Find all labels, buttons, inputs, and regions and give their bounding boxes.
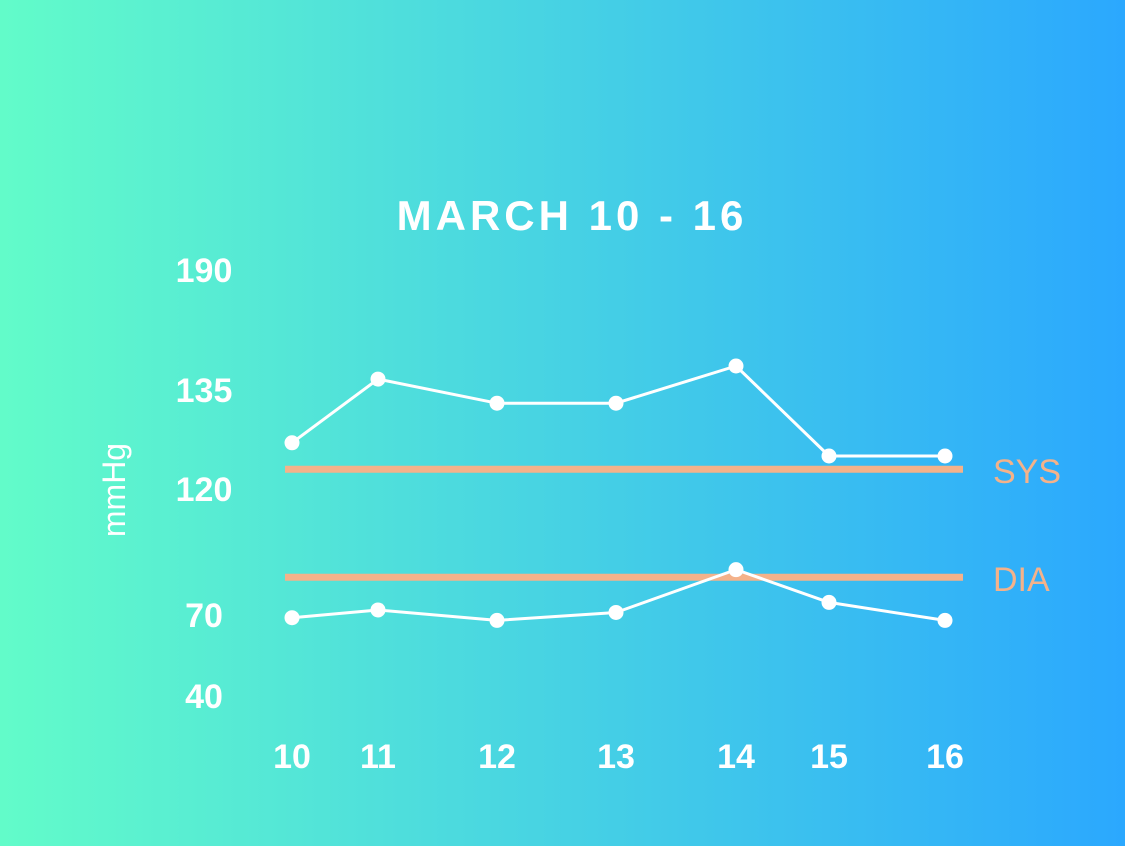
x-tick-label: 14 <box>717 738 755 776</box>
x-tick-label: 16 <box>926 738 964 776</box>
x-axis-ticks: 10 11 12 13 14 15 16 <box>273 738 964 776</box>
data-point <box>489 395 505 411</box>
x-tick-label: 13 <box>597 738 635 776</box>
data-point <box>608 604 624 620</box>
data-point <box>728 562 744 578</box>
data-point <box>821 594 837 610</box>
series-group <box>284 358 953 628</box>
y-tick-label: 190 <box>176 252 233 290</box>
x-tick-label: 12 <box>478 738 516 776</box>
y-tick-label: 40 <box>185 678 223 716</box>
data-point <box>489 612 505 628</box>
x-tick-label: 10 <box>273 738 311 776</box>
y-axis-label: mmHg <box>96 443 132 537</box>
data-point <box>937 612 953 628</box>
reference-label-dia: DIA <box>993 561 1050 599</box>
data-point <box>284 435 300 451</box>
data-point <box>937 448 953 464</box>
reference-label-sys: SYS <box>993 453 1061 491</box>
data-point <box>284 610 300 626</box>
data-point <box>608 395 624 411</box>
data-point <box>821 448 837 464</box>
data-point <box>370 371 386 387</box>
y-tick-label: 70 <box>185 597 223 635</box>
y-tick-label: 120 <box>176 471 233 509</box>
reference-lines: SYS DIA <box>285 453 1061 599</box>
chart-title: MARCH 10 - 16 <box>397 192 748 239</box>
data-point <box>728 358 744 374</box>
x-tick-label: 15 <box>810 738 848 776</box>
y-tick-label: 135 <box>176 372 233 410</box>
data-point <box>370 602 386 618</box>
x-tick-label: 11 <box>360 738 396 776</box>
y-axis-ticks: 190 135 120 70 40 <box>176 252 233 716</box>
